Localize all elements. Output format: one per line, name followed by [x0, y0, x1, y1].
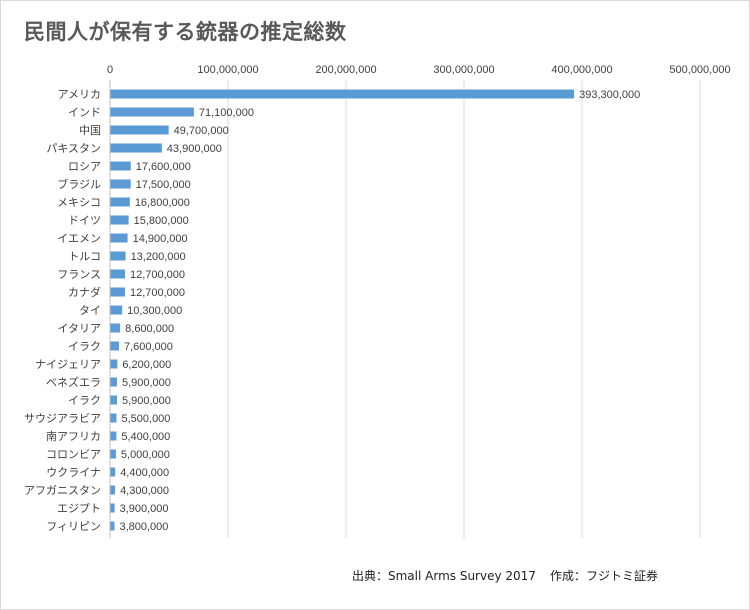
category-label: インド: [68, 106, 101, 119]
data-label: 5,900,000: [122, 377, 171, 389]
category-label: 南アフリカ: [46, 430, 101, 443]
category-label: カナダ: [68, 285, 101, 299]
category-label: フランス: [57, 268, 101, 281]
bar: [110, 467, 116, 477]
bar: [110, 233, 128, 243]
x-tick-label: 400,000,000: [551, 64, 612, 76]
data-label: 6,200,000: [122, 359, 171, 371]
category-label: 中国: [79, 124, 101, 137]
category-label: ウクライナ: [46, 466, 101, 479]
bar: [110, 431, 117, 441]
data-label: 71,100,000: [199, 107, 254, 119]
data-label: 17,500,000: [136, 179, 191, 191]
data-label: 7,600,000: [124, 341, 173, 353]
x-tick-label: 0: [107, 64, 113, 76]
category-label: イラク: [68, 340, 101, 353]
bar: [110, 521, 115, 531]
bar: [110, 287, 125, 297]
bar: [110, 161, 131, 171]
bar: [110, 323, 121, 333]
bar: [110, 215, 129, 225]
data-label: 12,700,000: [130, 287, 185, 299]
category-label: ブラジル: [57, 177, 101, 191]
category-label: ドイツ: [68, 214, 101, 227]
bar: [110, 107, 194, 117]
data-label: 13,200,000: [131, 251, 186, 263]
bar: [110, 413, 117, 423]
data-label: 16,800,000: [135, 197, 190, 209]
x-tick-label: 300,000,000: [433, 64, 494, 76]
data-label: 3,800,000: [119, 521, 168, 533]
data-label: 14,900,000: [133, 233, 188, 245]
data-label: 3,900,000: [120, 503, 169, 515]
category-label: ロシア: [68, 160, 101, 173]
data-label: 15,800,000: [134, 215, 189, 227]
source-note: 出典：Small Arms Survey 2017 作成：フジトミ証券: [352, 567, 672, 584]
x-tick-label: 200,000,000: [315, 64, 376, 76]
value-labels: 393,300,000 71,100,000 49,700,000 43,900,00…: [119, 89, 640, 533]
category-label: コロンビア: [46, 448, 101, 461]
bar: [110, 359, 118, 369]
data-label: 43,900,000: [167, 143, 222, 155]
category-label: タイ: [79, 304, 101, 317]
bar: [110, 305, 123, 315]
category-label: トルコ: [68, 250, 101, 263]
data-label: 5,900,000: [122, 395, 171, 407]
bar: [110, 377, 117, 387]
data-label: 4,300,000: [120, 485, 169, 497]
category-labels: アメリカインド中国パキスタンロシアブラジルメキシコドイツイエメントルコフランスカ…: [24, 88, 101, 533]
category-label: ベネズエラ: [46, 375, 101, 389]
gridlines: [109, 80, 701, 538]
bar: [110, 341, 119, 351]
data-label: 8,600,000: [125, 323, 174, 335]
bar: [110, 503, 115, 513]
category-label: イエメン: [57, 232, 101, 245]
category-label: イタリア: [57, 322, 101, 335]
bar: [110, 251, 126, 261]
data-label: 12,700,000: [130, 269, 185, 281]
data-label: 10,300,000: [127, 305, 182, 317]
x-axis-tick-labels: 0 100,000,000 200,000,000 300,000,000 400,00…: [107, 64, 731, 76]
source-author: 作成：フジトミ証券: [549, 569, 658, 583]
bar: [110, 269, 125, 279]
chart-title: 民間人が保有する銃器の推定総数: [24, 20, 347, 44]
bar: [110, 143, 162, 153]
data-label: 17,600,000: [136, 161, 191, 173]
bar: [110, 89, 575, 99]
bar: [110, 197, 130, 207]
bar: [110, 449, 116, 459]
category-label: パキスタン: [46, 142, 101, 155]
data-label: 393,300,000: [579, 89, 640, 101]
data-label: 5,500,000: [121, 413, 170, 425]
category-label: メキシコ: [57, 196, 101, 209]
category-label: エジプト: [57, 502, 101, 515]
x-tick-label: 100,000,000: [197, 64, 258, 76]
data-label: 4,400,000: [120, 467, 169, 479]
category-label: イラク: [68, 394, 101, 407]
category-label: アメリカ: [58, 88, 101, 101]
category-label: ナイジェリア: [35, 358, 101, 371]
bar: [110, 485, 116, 495]
category-label: アフガニスタン: [24, 484, 101, 497]
bars: [110, 89, 575, 531]
x-tick-label: 500,000,000: [669, 64, 730, 76]
bar: [110, 395, 117, 405]
category-label: フィリピン: [46, 520, 101, 533]
data-label: 5,400,000: [121, 431, 170, 443]
category-label: サウジアラビア: [24, 412, 101, 425]
bar: [110, 125, 169, 135]
bar: [110, 179, 131, 189]
data-label: 49,700,000: [174, 125, 229, 137]
source-citation: 出典：Small Arms Survey 2017: [352, 569, 536, 583]
data-label: 5,000,000: [121, 449, 170, 461]
